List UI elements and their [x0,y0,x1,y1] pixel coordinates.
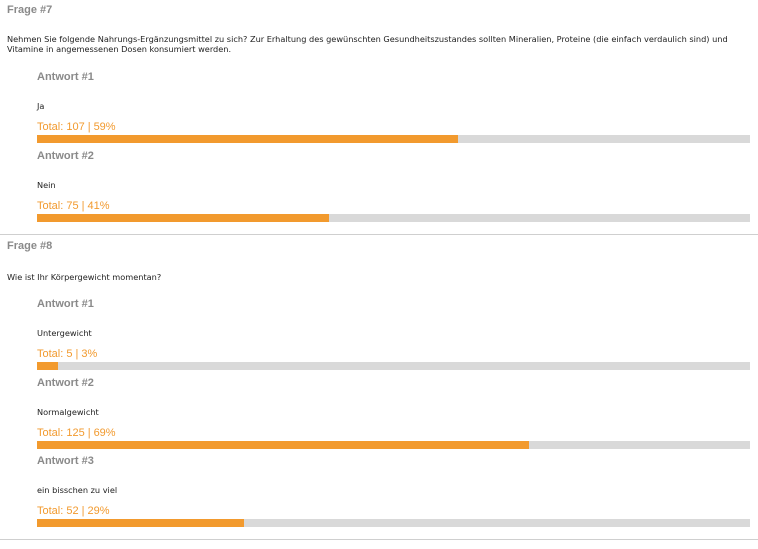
answer-title: Antwort #1 [37,298,94,310]
answer-1: Antwort #1 Ja Total: 107 | 59% [37,71,750,143]
progress-bar-fill [37,519,244,527]
answer-1: Antwort #1 Untergewicht Total: 5 | 3% [37,298,750,370]
progress-bar [37,441,750,449]
answer-total: Total: 75 | 41% [37,200,110,212]
progress-bar [37,362,750,370]
progress-bar-fill [37,441,529,449]
answer-text: Untergewicht [37,328,92,338]
answer-title: Antwort #2 [37,150,94,162]
progress-bar [37,135,750,143]
answer-total: Total: 5 | 3% [37,348,98,360]
question-text: Nehmen Sie folgende Nahrungs-Ergänzungsm… [7,34,728,54]
progress-bar [37,519,750,527]
answer-title: Antwort #2 [37,377,94,389]
answer-title: Antwort #1 [37,71,94,83]
question-divider [0,234,758,235]
progress-bar [37,214,750,222]
question-title: Frage #7 [7,4,53,16]
answer-2: Antwort #2 Normalgewicht Total: 125 | 69% [37,377,750,449]
answer-text: Ja [37,101,45,111]
question-title: Frage #8 [7,240,53,252]
answer-total: Total: 125 | 69% [37,427,116,439]
answer-3: Antwort #3 ein bisschen zu viel Total: 5… [37,455,750,527]
progress-bar-fill [37,214,330,222]
answer-title: Antwort #3 [37,455,94,467]
progress-bar-fill [37,135,458,143]
answer-text: Nein [37,180,56,190]
question-divider [0,539,758,540]
answer-total: Total: 107 | 59% [37,121,116,133]
question-text: Wie ist Ihr Körpergewicht momentan? [7,272,162,282]
answer-text: Normalgewicht [37,407,99,417]
progress-bar-fill [37,362,59,370]
answer-total: Total: 52 | 29% [37,505,110,517]
answer-text: ein bisschen zu viel [37,485,118,495]
answer-2: Antwort #2 Nein Total: 75 | 41% [37,150,750,222]
